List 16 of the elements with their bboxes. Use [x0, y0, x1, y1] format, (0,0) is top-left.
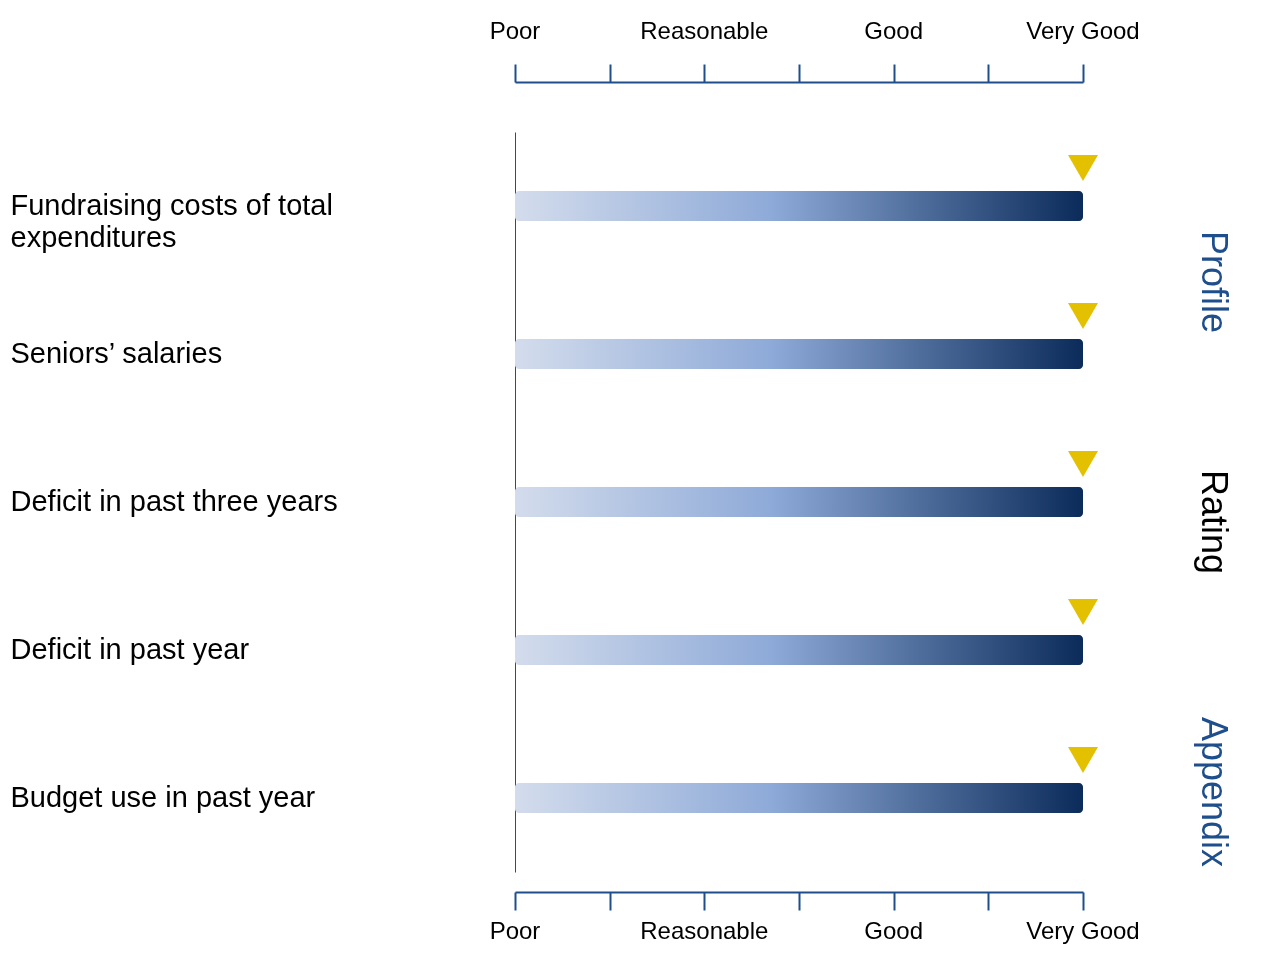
y-tick-label: Budget use in past year — [10, 781, 316, 813]
text: Reasonable — [640, 917, 769, 944]
text: Rating — [1194, 469, 1235, 575]
y-tick-label: Deficit in past three years — [10, 485, 338, 517]
text: Reasonable — [640, 17, 769, 44]
y-tick-label: Fundraising costs of total expenditures — [10, 189, 333, 253]
y-tick-label: Deficit in past year — [10, 633, 250, 665]
y-tick-label: Seniors’ salaries — [10, 337, 223, 369]
text: Good — [864, 17, 924, 44]
text: Poor — [489, 917, 541, 944]
text: Very Good — [1026, 17, 1140, 44]
text: Very Good — [1026, 917, 1140, 944]
text: Poor — [489, 17, 541, 44]
text: Good — [864, 917, 924, 944]
text: Appendix — [1194, 716, 1235, 868]
text: Profile — [1194, 230, 1235, 334]
